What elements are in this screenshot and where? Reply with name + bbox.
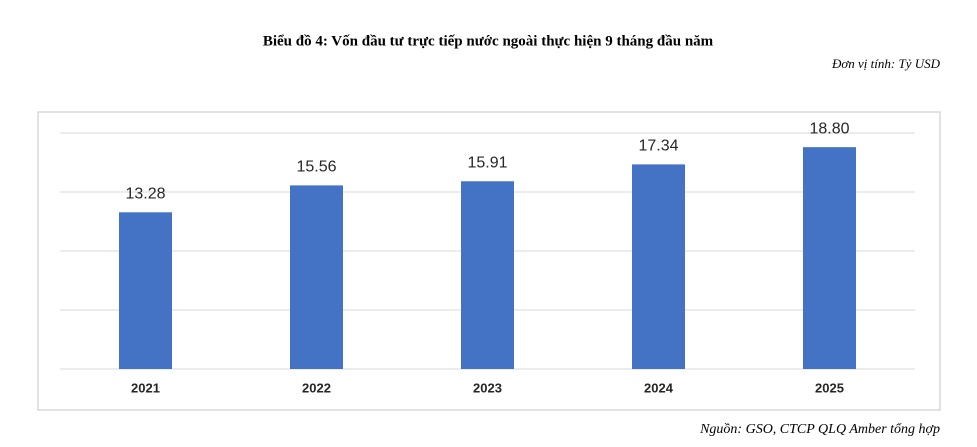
- bar: [803, 147, 856, 369]
- bar: [290, 185, 343, 369]
- x-tick-label: 2024: [644, 380, 674, 395]
- x-tick-label: 2023: [473, 380, 502, 395]
- data-label: 15.91: [467, 154, 507, 171]
- bar: [632, 164, 685, 369]
- data-label: 18.80: [809, 120, 849, 137]
- source-note: Nguồn: GSO, CTCP QLQ Amber tổng hợp: [699, 422, 940, 437]
- unit-label: Đơn vị tính: Tỷ USD: [831, 56, 941, 71]
- chart-frame: [37, 111, 941, 411]
- data-label: 13.28: [125, 186, 165, 203]
- x-tick-label: 2021: [131, 380, 160, 395]
- bar: [461, 181, 514, 369]
- data-label: 15.56: [296, 159, 336, 176]
- bar: [119, 212, 172, 369]
- chart-title: Biểu đồ 4: Vốn đầu tư trực tiếp nước ngo…: [263, 33, 714, 49]
- data-label: 17.34: [638, 138, 678, 155]
- x-tick-label: 2025: [815, 380, 844, 395]
- x-tick-label: 2022: [302, 380, 331, 395]
